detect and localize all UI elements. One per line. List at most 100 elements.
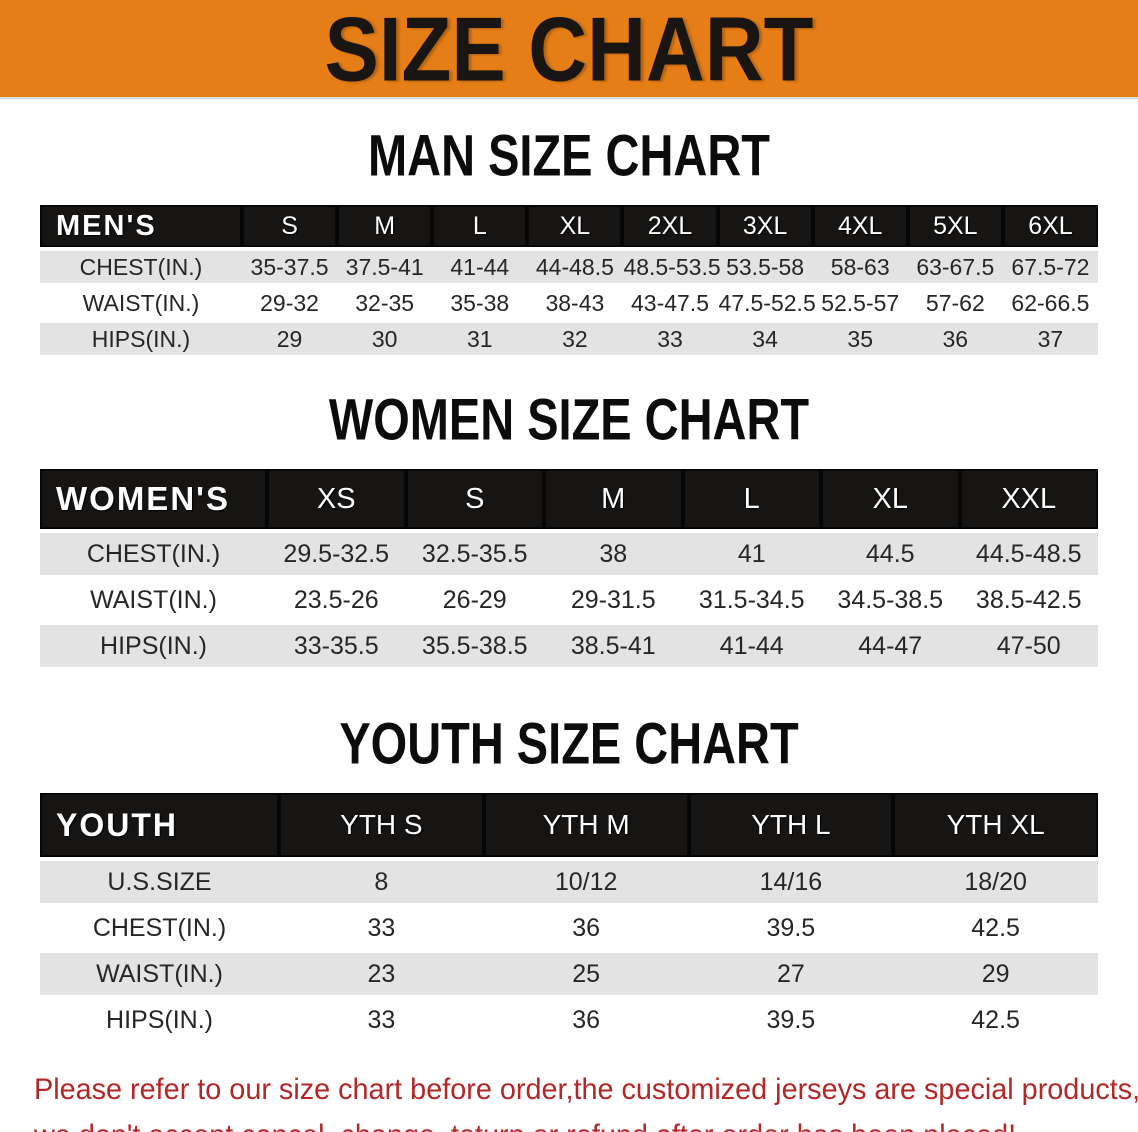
women-heading-text: WOMEN SIZE CHART xyxy=(328,387,810,453)
size-chart-banner: SIZE CHART xyxy=(0,0,1138,99)
size-value-cell: 31.5-34.5 xyxy=(682,579,821,621)
size-value-cell: 29.5-32.5 xyxy=(267,533,406,575)
size-value-cell: 53.5-58 xyxy=(717,251,813,283)
size-value-cell: 57-62 xyxy=(907,287,1003,319)
size-column-header: 2XL xyxy=(622,205,718,247)
size-value-cell: 39.5 xyxy=(688,999,894,1041)
size-value-cell: 29-32 xyxy=(242,287,338,319)
table-row: WAIST(IN.) 23 25 27 29 xyxy=(40,953,1098,995)
size-value-cell: 33 xyxy=(279,907,484,949)
women-header-row: WOMEN'S XS S M L XL XXL xyxy=(40,469,1098,529)
size-column-header: YTH M xyxy=(483,793,689,857)
row-label: HIPS(IN.) xyxy=(40,999,279,1041)
youth-size-table: YOUTH YTH S YTH M YTH L YTH XL U.S.SIZE 8 10/1… xyxy=(40,789,1098,1045)
women-section-heading: WOMEN SIZE CHART xyxy=(0,389,1138,451)
size-value-cell: 44-48.5 xyxy=(527,251,623,283)
size-column-header: S xyxy=(405,469,544,529)
row-label: CHEST(IN.) xyxy=(40,251,242,283)
size-value-cell: 47-50 xyxy=(959,625,1098,667)
size-value-cell: 29-31.5 xyxy=(544,579,683,621)
table-row: CHEST(IN.) 29.5-32.5 32.5-35.5 38 41 44.5 44.5… xyxy=(40,533,1098,575)
banner-title: SIZE CHART xyxy=(324,0,814,100)
table-row: WAIST(IN.) 23.5-26 26-29 29-31.5 31.5-34.5 34… xyxy=(40,579,1098,621)
size-value-cell: 37.5-41 xyxy=(337,251,433,283)
size-value-cell: 27 xyxy=(688,953,894,995)
size-value-cell: 37 xyxy=(1002,323,1098,355)
note-line-1: Please refer to our size chart before or… xyxy=(34,1073,1138,1106)
size-value-cell: 32.5-35.5 xyxy=(405,533,544,575)
youth-section: YOUTH SIZE CHART YOUTH YTH S YTH M YTH L YTH… xyxy=(0,713,1138,1045)
size-value-cell: 62-66.5 xyxy=(1002,287,1098,319)
size-column-header: M xyxy=(337,205,433,247)
size-value-cell: 32 xyxy=(527,323,623,355)
size-value-cell: 31 xyxy=(432,323,528,355)
table-row: CHEST(IN.) 33 36 39.5 42.5 xyxy=(40,907,1098,949)
size-column-header: 6XL xyxy=(1002,205,1098,247)
size-value-cell: 23.5-26 xyxy=(267,579,406,621)
size-value-cell: 35-37.5 xyxy=(242,251,338,283)
size-value-cell: 36 xyxy=(907,323,1003,355)
table-row: WAIST(IN.) 29-32 32-35 35-38 38-43 43-47.5 47.… xyxy=(40,287,1098,319)
table-corner-label: YOUTH xyxy=(40,793,279,857)
men-size-table: MEN'S S M L XL 2XL 3XL 4XL 5XL 6XL CHEST(IN.) 35-3… xyxy=(40,201,1098,359)
size-value-cell: 41 xyxy=(682,533,821,575)
size-column-header: 4XL xyxy=(812,205,908,247)
size-value-cell: 67.5-72 xyxy=(1002,251,1098,283)
size-column-header: YTH S xyxy=(279,793,484,857)
size-value-cell: 38.5-41 xyxy=(544,625,683,667)
size-value-cell: 39.5 xyxy=(688,907,894,949)
size-column-header: L xyxy=(432,205,528,247)
table-corner-label: MEN'S xyxy=(40,205,242,247)
table-row: U.S.SIZE 8 10/12 14/16 18/20 xyxy=(40,861,1098,903)
men-section-heading: MAN SIZE CHART xyxy=(0,125,1138,187)
size-value-cell: 42.5 xyxy=(893,999,1098,1041)
size-value-cell: 63-67.5 xyxy=(907,251,1003,283)
size-value-cell: 29 xyxy=(242,323,338,355)
size-value-cell: 36 xyxy=(483,907,689,949)
size-value-cell: 32-35 xyxy=(337,287,433,319)
size-value-cell: 34.5-38.5 xyxy=(821,579,960,621)
size-value-cell: 58-63 xyxy=(812,251,908,283)
size-value-cell: 33 xyxy=(279,999,484,1041)
size-value-cell: 33-35.5 xyxy=(267,625,406,667)
size-value-cell: 44-47 xyxy=(821,625,960,667)
size-column-header: M xyxy=(544,469,683,529)
table-row: CHEST(IN.) 35-37.5 37.5-41 41-44 44-48.5 48.5… xyxy=(40,251,1098,283)
size-value-cell: 43-47.5 xyxy=(622,287,718,319)
size-value-cell: 29 xyxy=(893,953,1098,995)
table-row: HIPS(IN.) 33 36 39.5 42.5 xyxy=(40,999,1098,1041)
women-size-table: WOMEN'S XS S M L XL XXL CHEST(IN.) 29.5-32.5 32.… xyxy=(40,465,1098,671)
size-value-cell: 42.5 xyxy=(893,907,1098,949)
size-value-cell: 41-44 xyxy=(432,251,528,283)
size-value-cell: 10/12 xyxy=(483,861,689,903)
size-column-header: S xyxy=(242,205,338,247)
size-value-cell: 38.5-42.5 xyxy=(959,579,1098,621)
size-column-header: XS xyxy=(267,469,406,529)
row-label: HIPS(IN.) xyxy=(40,625,267,667)
row-label: HIPS(IN.) xyxy=(40,323,242,355)
women-section: WOMEN SIZE CHART WOMEN'S XS S M L XL XXL CHEST… xyxy=(0,389,1138,671)
size-value-cell: 35-38 xyxy=(432,287,528,319)
men-header-row: MEN'S S M L XL 2XL 3XL 4XL 5XL 6XL xyxy=(40,205,1098,247)
row-label: CHEST(IN.) xyxy=(40,533,267,575)
size-value-cell: 38-43 xyxy=(527,287,623,319)
size-value-cell: 33 xyxy=(622,323,718,355)
men-section: MAN SIZE CHART MEN'S S M L XL 2XL 3XL 4XL 5XL 6XL… xyxy=(0,125,1138,359)
men-heading-text: MAN SIZE CHART xyxy=(368,123,770,189)
size-value-cell: 47.5-52.5 xyxy=(717,287,816,319)
table-corner-label: WOMEN'S xyxy=(40,469,267,529)
table-row: HIPS(IN.) 33-35.5 35.5-38.5 38.5-41 41-44 44-… xyxy=(40,625,1098,667)
size-value-cell: 34 xyxy=(717,323,813,355)
size-value-cell: 25 xyxy=(483,953,689,995)
size-column-header: L xyxy=(682,469,821,529)
size-value-cell: 38 xyxy=(544,533,683,575)
size-value-cell: 52.5-57 xyxy=(812,287,908,319)
youth-section-heading: YOUTH SIZE CHART xyxy=(0,713,1138,775)
size-value-cell: 36 xyxy=(483,999,689,1041)
size-value-cell: 18/20 xyxy=(893,861,1098,903)
size-value-cell: 23 xyxy=(279,953,484,995)
row-label: WAIST(IN.) xyxy=(40,287,242,319)
size-value-cell: 44.5 xyxy=(821,533,960,575)
size-value-cell: 30 xyxy=(337,323,433,355)
size-column-header: XXL xyxy=(959,469,1098,529)
